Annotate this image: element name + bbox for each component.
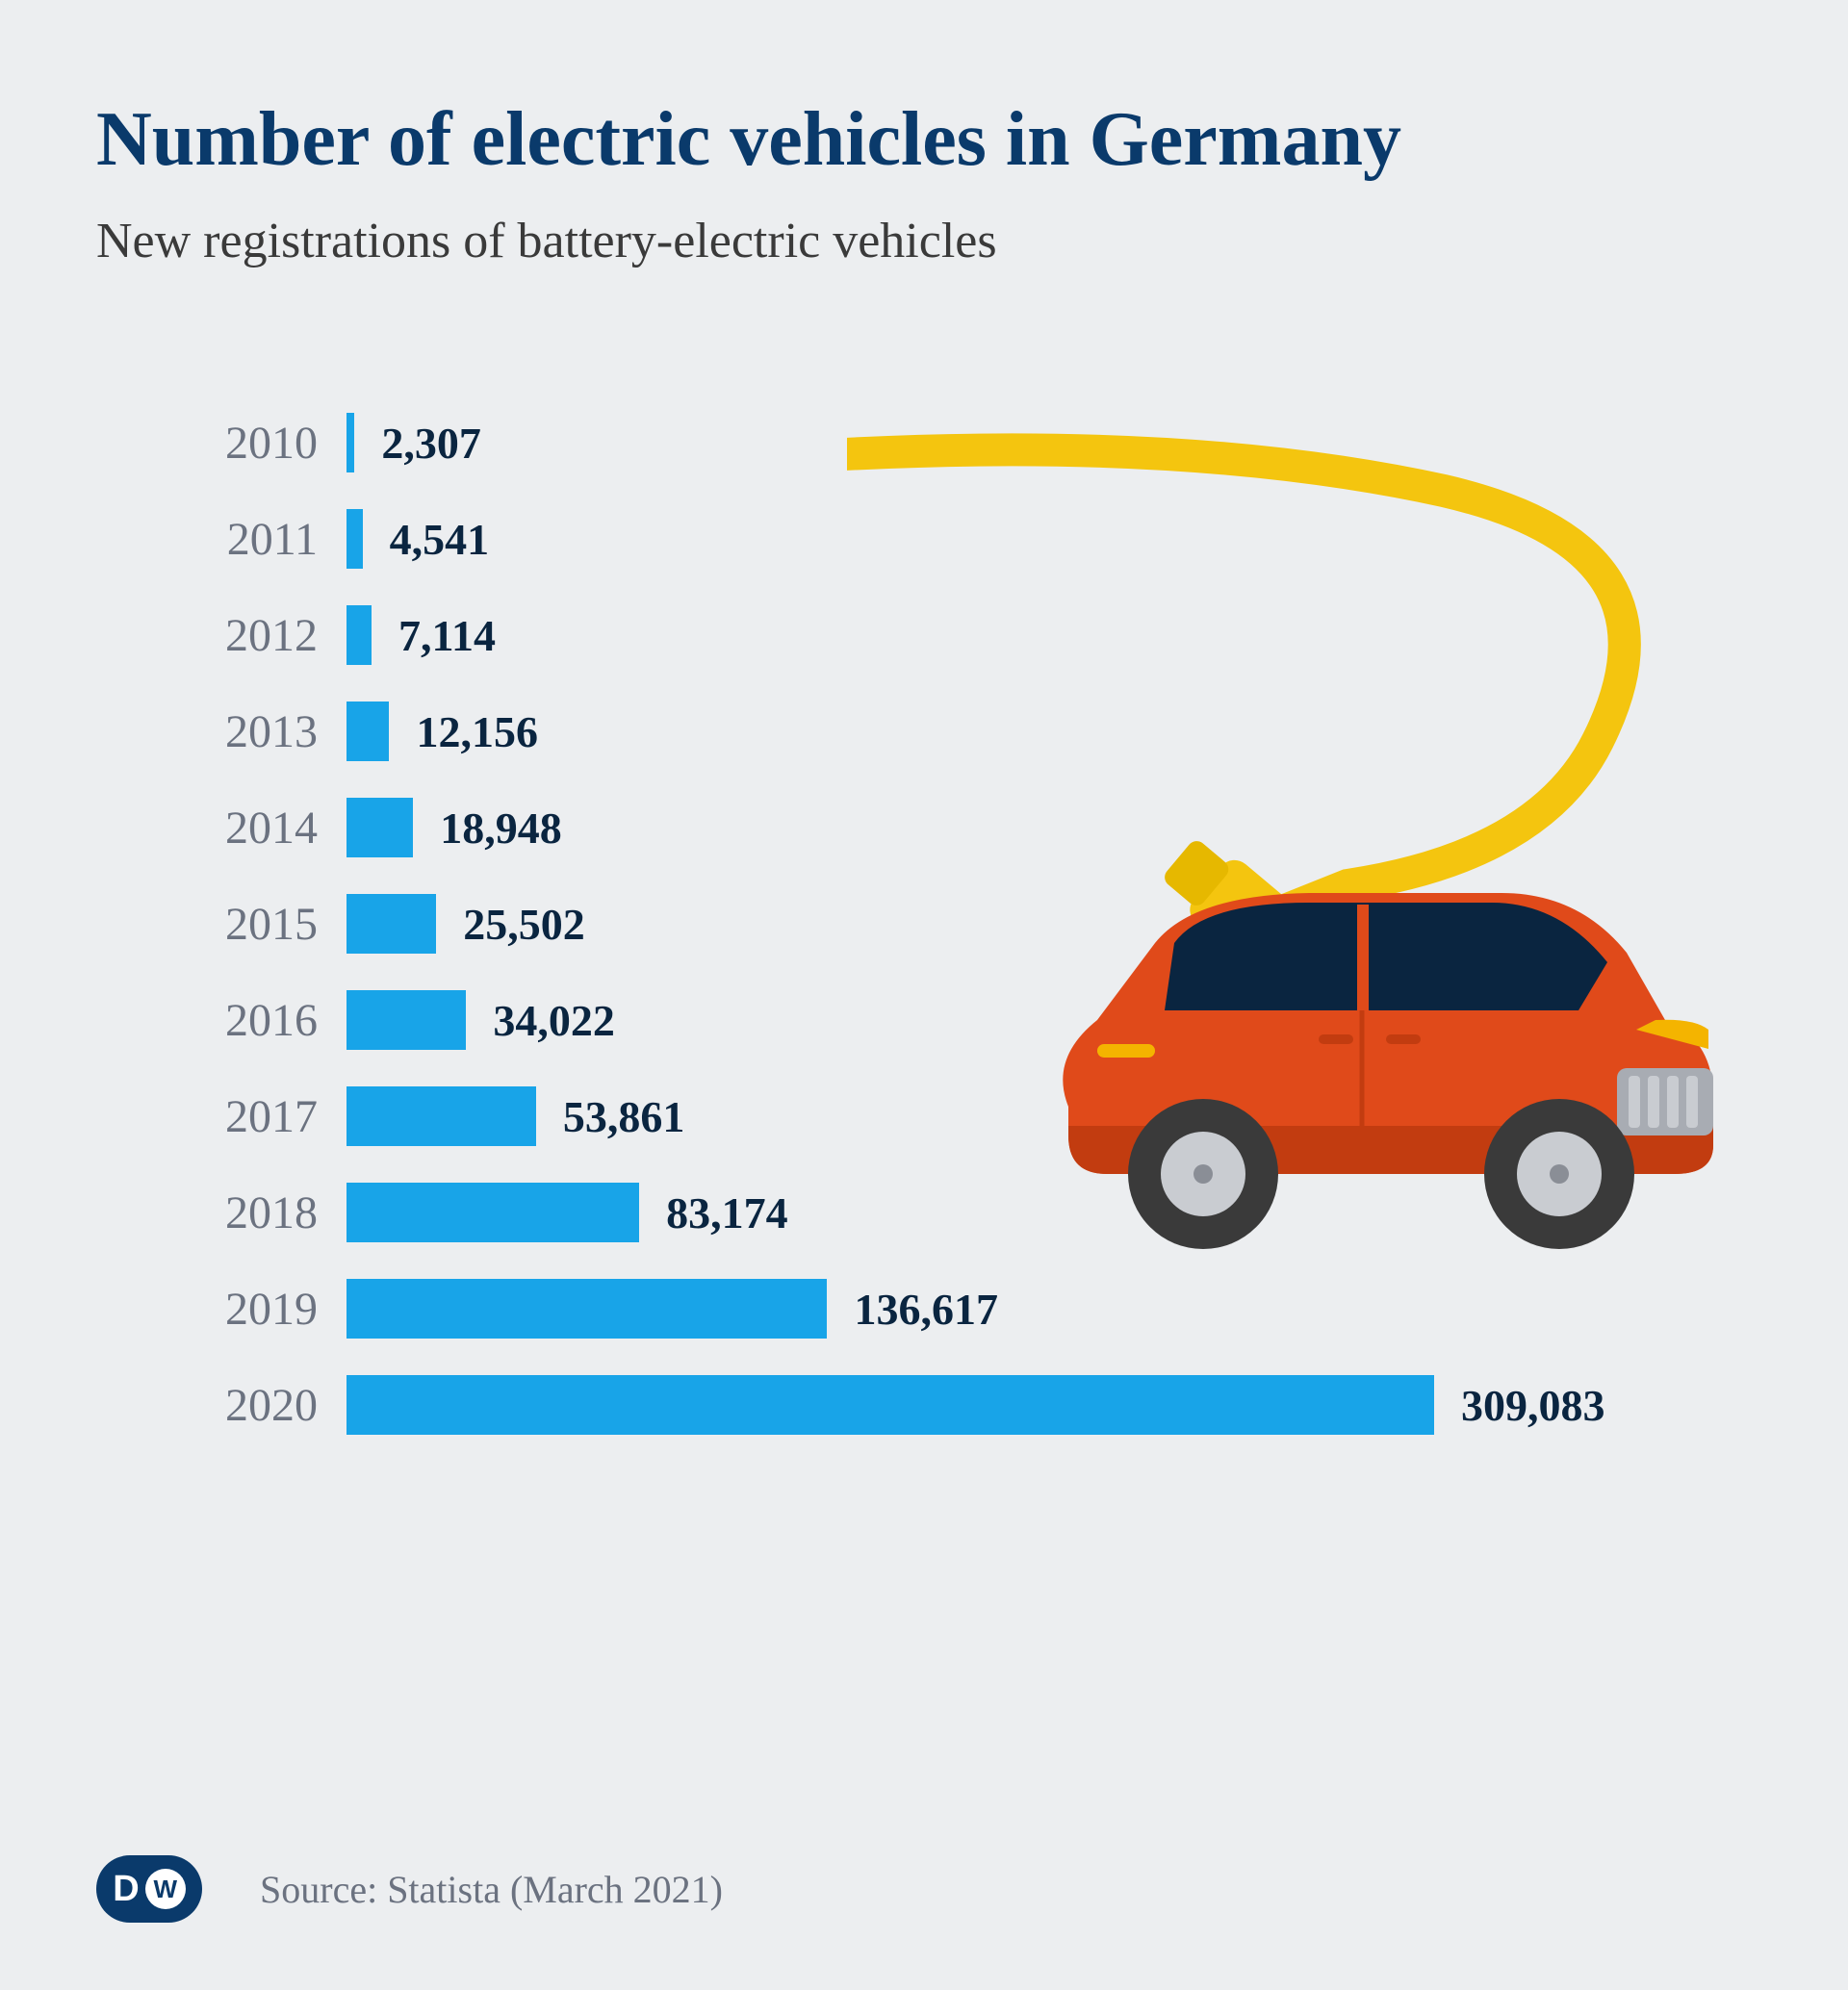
value-label: 18,948 <box>413 803 562 854</box>
bar <box>346 702 389 761</box>
bar-wrap: 18,948 <box>346 798 1752 857</box>
chart-row: 2015 25,502 <box>173 876 1752 972</box>
year-label: 2015 <box>173 898 346 951</box>
bar-wrap: 12,156 <box>346 702 1752 761</box>
year-label: 2018 <box>173 1186 346 1239</box>
dw-logo-d: D <box>113 1869 139 1910</box>
value-label: 2,307 <box>354 418 481 469</box>
bar-chart: 20102,30720114,54120127,114201312,156201… <box>173 395 1752 1453</box>
bar-wrap: 136,617 <box>346 1279 1752 1339</box>
bar <box>346 605 372 665</box>
chart-row: 2018 83,174 <box>173 1164 1752 1261</box>
bar-wrap: 2,307 <box>346 413 1752 472</box>
year-label: 2020 <box>173 1379 346 1432</box>
bar-wrap: 4,541 <box>346 509 1752 569</box>
dw-logo-w: W <box>145 1869 186 1909</box>
bar-wrap: 83,174 <box>346 1183 1752 1242</box>
bar-wrap: 25,502 <box>346 894 1752 954</box>
chart-row: 2013 12,156 <box>173 683 1752 779</box>
chart-row: 2017 53,861 <box>173 1068 1752 1164</box>
value-label: 4,541 <box>363 514 490 565</box>
year-label: 2011 <box>173 513 346 566</box>
bar-wrap: 309,083 <box>346 1375 1752 1435</box>
value-label: 83,174 <box>639 1187 788 1238</box>
value-label: 53,861 <box>536 1091 685 1142</box>
value-label: 12,156 <box>389 706 538 757</box>
bar <box>346 1279 827 1339</box>
chart-subtitle: New registrations of battery-electric ve… <box>96 213 1752 269</box>
chart-row: 2011 4,541 <box>173 491 1752 587</box>
chart-row: 2016 34,022 <box>173 972 1752 1068</box>
bar <box>346 894 436 954</box>
year-label: 2019 <box>173 1283 346 1336</box>
year-label: 2013 <box>173 705 346 758</box>
year-label: 2014 <box>173 802 346 855</box>
year-label: 2016 <box>173 994 346 1047</box>
chart-row: 2012 7,114 <box>173 587 1752 683</box>
chart-row: 2014 18,948 <box>173 779 1752 876</box>
bar <box>346 509 363 569</box>
bar <box>346 1183 639 1242</box>
year-label: 2012 <box>173 609 346 662</box>
value-label: 136,617 <box>827 1284 998 1335</box>
source-text: Source: Statista (March 2021) <box>260 1867 723 1912</box>
year-label: 2010 <box>173 417 346 470</box>
chart-row: 2019 136,617 <box>173 1261 1752 1357</box>
bar <box>346 798 413 857</box>
bar-wrap: 7,114 <box>346 605 1752 665</box>
chart-row: 2020 309,083 <box>173 1357 1752 1453</box>
value-label: 34,022 <box>466 995 615 1046</box>
chart-title: Number of electric vehicles in Germany <box>96 96 1752 184</box>
bar <box>346 413 354 472</box>
bar-wrap: 34,022 <box>346 990 1752 1050</box>
bar-wrap: 53,861 <box>346 1086 1752 1146</box>
value-label: 309,083 <box>1434 1380 1605 1431</box>
chart-row: 20102,307 <box>173 395 1752 491</box>
bar <box>346 1375 1434 1435</box>
dw-logo: D W <box>96 1855 202 1923</box>
bar <box>346 990 466 1050</box>
value-label: 7,114 <box>372 610 496 661</box>
bar <box>346 1086 536 1146</box>
value-label: 25,502 <box>436 899 585 950</box>
year-label: 2017 <box>173 1090 346 1143</box>
